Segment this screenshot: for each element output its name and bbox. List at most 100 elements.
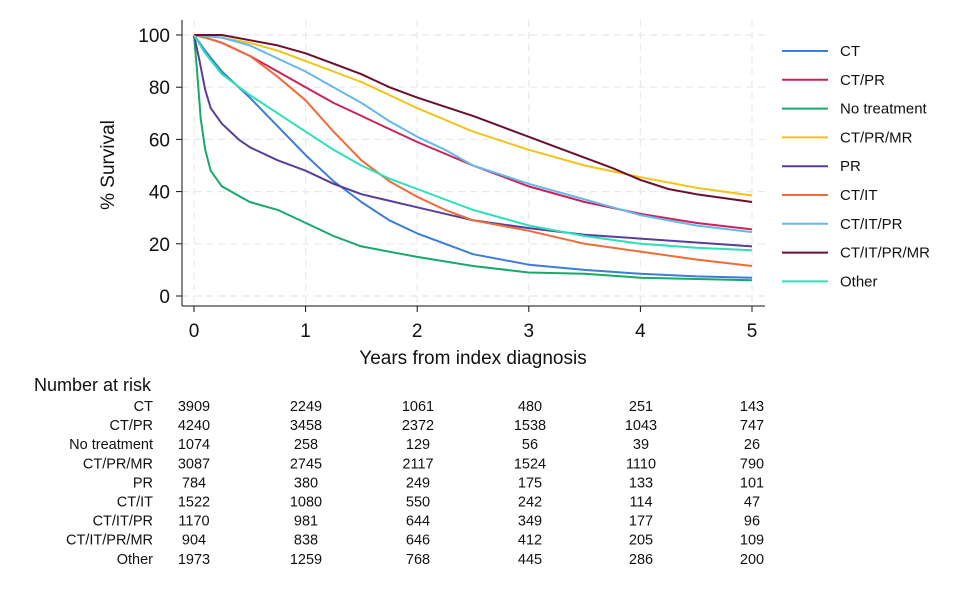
legend-label: No treatment: [840, 101, 928, 118]
risk-cell: 129: [406, 437, 430, 453]
risk-cell: 784: [182, 475, 206, 491]
axes: 0 20 40 60 80 100 0 1 2 3 4 5 Years from index diagn…: [98, 20, 765, 369]
x-axis-title: Years from index diagnosis: [359, 348, 586, 369]
x-tick-label: 0: [189, 321, 200, 342]
y-tick-label: 60: [149, 130, 170, 151]
risk-cell: 96: [744, 514, 760, 530]
x-tick-label: 1: [300, 321, 311, 342]
risk-cell: 205: [629, 533, 653, 549]
risk-cell: 4240: [178, 418, 210, 434]
risk-cell: 380: [294, 475, 318, 491]
risk-cell: 1973: [178, 552, 210, 568]
risk-row-label: CT/PR: [110, 418, 154, 434]
x-tick-label: 4: [635, 321, 646, 342]
risk-cell: 2117: [402, 456, 433, 472]
risk-cell: 200: [740, 552, 764, 568]
risk-cell: 2372: [402, 418, 434, 434]
series-line-ct-it-pr-mr: [194, 34, 753, 203]
series-line-no-treatment: [193, 34, 753, 282]
legend-label: CT/PR: [840, 72, 885, 89]
risk-cell: 1522: [178, 495, 210, 511]
risk-cell: 133: [629, 475, 653, 491]
series-line-pr: [193, 34, 753, 248]
risk-cell: 26: [744, 437, 760, 453]
risk-cell: 1538: [514, 418, 546, 434]
risk-cell: 904: [182, 533, 206, 549]
grid: [182, 20, 765, 306]
risk-cell: 2745: [290, 456, 322, 472]
risk-cell: 258: [294, 437, 318, 453]
legend: CT CT/PR No treatment CT/PR/MR PR CT/IT CT/IT/…: [782, 43, 930, 290]
risk-cell: 644: [406, 514, 430, 530]
risk-row-label: CT/IT/PR: [93, 514, 153, 530]
risk-cell: 550: [406, 495, 430, 511]
risk-cell: 249: [406, 475, 430, 491]
x-tick-label: 2: [412, 321, 423, 342]
legend-label: PR: [840, 158, 861, 175]
risk-row-label: PR: [133, 475, 153, 491]
x-tick-label: 3: [524, 321, 535, 342]
risk-cell: 39: [633, 437, 649, 453]
risk-cell: 2249: [290, 399, 322, 415]
risk-row-label: CT/PR/MR: [83, 456, 153, 472]
legend-label: CT: [840, 43, 860, 60]
risk-table-title: Number at risk: [34, 375, 152, 395]
series-line-ct-it-pr: [193, 34, 753, 234]
risk-cell: 3087: [178, 456, 210, 472]
risk-cell: 242: [518, 495, 542, 511]
series-lines: [193, 34, 753, 282]
risk-row-label: CT/IT/PR/MR: [66, 533, 153, 549]
x-tick-label: 5: [747, 321, 758, 342]
legend-label: CT/IT/PR: [840, 216, 903, 233]
risk-cell: 47: [744, 495, 760, 511]
series-line-other: [193, 34, 753, 252]
risk-cell: 349: [518, 514, 542, 530]
risk-cell: 1524: [514, 456, 546, 472]
legend-label: CT/IT/PR/MR: [840, 245, 930, 262]
risk-row-label: CT/IT: [117, 495, 153, 511]
risk-cell: 480: [518, 399, 542, 415]
risk-cell: 1259: [290, 552, 322, 568]
risk-cell: 1080: [290, 495, 322, 511]
risk-cell: 109: [740, 533, 764, 549]
series-line-ct-it: [193, 34, 753, 267]
risk-cell: 445: [518, 552, 542, 568]
y-tick-label: 40: [149, 183, 170, 204]
risk-row-label: Other: [117, 552, 153, 568]
y-tick-label: 0: [159, 287, 170, 308]
risk-cell: 1061: [402, 399, 434, 415]
risk-cell: 1043: [625, 418, 657, 434]
y-tick-label: 20: [149, 235, 170, 256]
risk-cell: 3909: [178, 399, 210, 415]
risk-cell: 1074: [178, 437, 210, 453]
risk-cell: 747: [740, 418, 764, 434]
risk-cell: 646: [406, 533, 430, 549]
risk-cell: 143: [740, 399, 764, 415]
risk-cell: 838: [294, 533, 318, 549]
risk-cell: 3458: [290, 418, 322, 434]
risk-row-label: CT: [134, 399, 153, 415]
y-tick-label: 80: [149, 78, 170, 99]
legend-label: CT/IT: [840, 187, 878, 204]
risk-cell: 981: [294, 514, 318, 530]
risk-cell: 177: [629, 514, 653, 530]
risk-cell: 101: [740, 475, 764, 491]
risk-cell: 768: [406, 552, 430, 568]
risk-cell: 56: [522, 437, 538, 453]
legend-label: Other: [840, 273, 878, 290]
risk-cell: 412: [518, 533, 542, 549]
risk-table: Number at risk CT 3909 2249 1061 480 251 143 CT/…: [34, 375, 764, 568]
risk-cell: 1110: [626, 456, 656, 472]
risk-cell: 1170: [178, 514, 209, 530]
legend-label: CT/PR/MR: [840, 129, 913, 146]
risk-cell: 790: [740, 456, 764, 472]
series-line-ct-pr-mr: [193, 34, 753, 197]
risk-cell: 286: [629, 552, 653, 568]
risk-cell: 114: [629, 495, 652, 511]
risk-cell: 251: [629, 399, 653, 415]
risk-cell: 175: [518, 475, 542, 491]
y-axis-title: % Survival: [98, 120, 119, 210]
risk-row-label: No treatment: [69, 437, 153, 453]
